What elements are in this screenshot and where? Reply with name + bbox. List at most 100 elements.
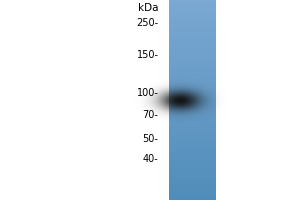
Bar: [169, 88, 216, 89]
Bar: [169, 166, 216, 167]
Bar: [169, 67, 216, 68]
Bar: [169, 95, 216, 96]
Bar: [169, 70, 216, 71]
Bar: [169, 44, 216, 45]
Bar: [169, 132, 216, 133]
Bar: [169, 57, 216, 58]
Bar: [169, 167, 216, 168]
Bar: [169, 15, 216, 16]
Bar: [169, 181, 216, 182]
Bar: [169, 151, 216, 152]
Bar: [169, 143, 216, 144]
Bar: [169, 99, 216, 100]
Bar: [169, 26, 216, 27]
Bar: [169, 182, 216, 183]
Bar: [169, 110, 216, 111]
Bar: [169, 81, 216, 82]
Bar: [169, 162, 216, 163]
Bar: [169, 197, 216, 198]
Bar: [169, 18, 216, 19]
Bar: [169, 83, 216, 84]
Bar: [169, 51, 216, 52]
Bar: [169, 199, 216, 200]
Text: kDa: kDa: [138, 3, 158, 13]
Bar: [169, 120, 216, 121]
Text: 40-: 40-: [143, 154, 158, 164]
Bar: [169, 155, 216, 156]
Bar: [169, 66, 216, 67]
Bar: [169, 96, 216, 97]
Bar: [169, 146, 216, 147]
Bar: [169, 60, 216, 61]
Bar: [169, 53, 216, 54]
Bar: [169, 77, 216, 78]
Bar: [169, 112, 216, 113]
Bar: [169, 84, 216, 85]
Bar: [169, 183, 216, 184]
Bar: [169, 49, 216, 50]
Bar: [169, 104, 216, 105]
Bar: [169, 36, 216, 37]
Bar: [169, 137, 216, 138]
Bar: [169, 160, 216, 161]
Bar: [169, 93, 216, 94]
Bar: [169, 164, 216, 165]
Bar: [169, 159, 216, 160]
Bar: [169, 150, 216, 151]
Bar: [169, 117, 216, 118]
Bar: [169, 31, 216, 32]
Bar: [169, 142, 216, 143]
Bar: [169, 130, 216, 131]
Bar: [169, 169, 216, 170]
Bar: [169, 38, 216, 39]
Bar: [169, 79, 216, 80]
Bar: [169, 114, 216, 115]
Bar: [169, 40, 216, 41]
Bar: [169, 176, 216, 177]
Text: 150-: 150-: [136, 50, 158, 60]
Bar: [169, 11, 216, 12]
Bar: [169, 109, 216, 110]
Bar: [169, 94, 216, 95]
Bar: [169, 71, 216, 72]
Bar: [169, 171, 216, 172]
Bar: [169, 8, 216, 9]
Bar: [169, 163, 216, 164]
Bar: [169, 138, 216, 139]
Text: 250-: 250-: [136, 18, 158, 28]
Bar: [169, 186, 216, 187]
Bar: [169, 149, 216, 150]
Bar: [169, 144, 216, 145]
Bar: [169, 125, 216, 126]
Bar: [169, 59, 216, 60]
Bar: [169, 136, 216, 137]
Bar: [169, 39, 216, 40]
Bar: [169, 28, 216, 29]
Bar: [169, 179, 216, 180]
Bar: [169, 126, 216, 127]
Bar: [169, 90, 216, 91]
Bar: [169, 43, 216, 44]
Bar: [169, 9, 216, 10]
Bar: [169, 89, 216, 90]
Bar: [169, 14, 216, 15]
Bar: [169, 1, 216, 2]
Bar: [169, 140, 216, 141]
Bar: [169, 86, 216, 87]
Bar: [169, 188, 216, 189]
Bar: [169, 64, 216, 65]
Bar: [169, 74, 216, 75]
Bar: [169, 127, 216, 128]
Bar: [169, 21, 216, 22]
Bar: [169, 0, 216, 1]
Bar: [169, 194, 216, 195]
Bar: [169, 35, 216, 36]
Bar: [169, 105, 216, 106]
Bar: [169, 10, 216, 11]
Bar: [169, 100, 216, 101]
Bar: [169, 122, 216, 123]
Bar: [169, 101, 216, 102]
Bar: [169, 187, 216, 188]
Bar: [169, 184, 216, 185]
Bar: [169, 161, 216, 162]
